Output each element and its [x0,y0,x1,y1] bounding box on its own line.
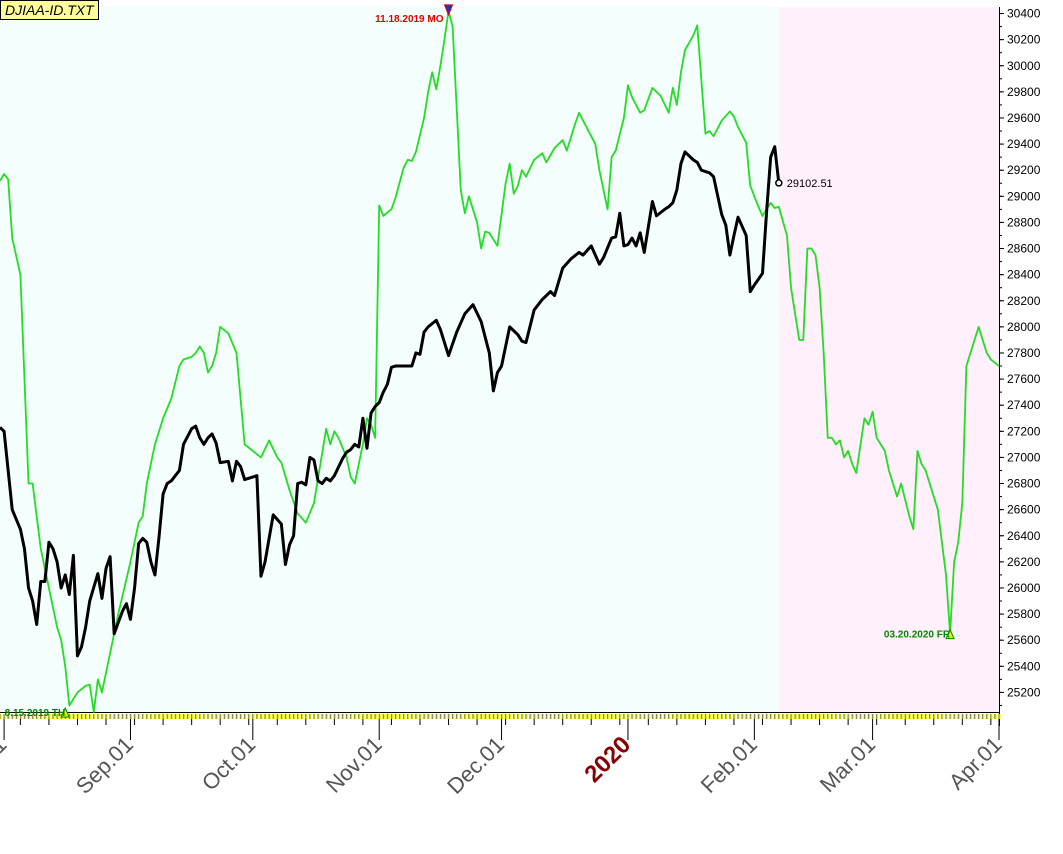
low-marker [60,706,71,718]
y-tick-label: 26200 [1007,555,1041,569]
forecast-line [0,10,1000,713]
x-tick-label: Mar.01 [815,732,880,797]
low-annotation-label: 03.20.2020 FR [884,630,951,641]
top-marker [443,4,454,17]
y-tick-label: 30000 [1007,59,1041,73]
y-tick-label: 29800 [1007,85,1041,99]
y-tick-label: 29000 [1007,189,1041,203]
history-background [0,7,779,712]
y-tick-label: 25400 [1007,659,1041,673]
y-tick-label: 28600 [1007,242,1041,256]
top-annotation-label: 11.18.2019 MO [375,14,444,25]
y-tick-label: 27600 [1007,372,1041,386]
y-tick-label: 26600 [1007,503,1041,517]
y-tick-label: 28800 [1007,215,1041,229]
x-tick-label: Oct.01 [197,732,261,796]
last-value-marker [775,179,783,187]
x-tick-label: Sep.01 [71,732,138,799]
chart-title: DJIAA-ID.TXT [0,0,99,20]
y-tick-label: 29400 [1007,137,1041,151]
y-tick-label: 26800 [1007,477,1041,491]
x-tick-label: Dec.01 [442,732,509,799]
y-tick-label: 27800 [1007,346,1041,360]
y-tick-label: 30400 [1007,7,1041,21]
x-tick-label: Feb.01 [696,732,762,798]
y-tick-label: 28400 [1007,268,1041,282]
y-tick-label: 29200 [1007,163,1041,177]
low-marker [945,628,955,640]
y-tick-label: 27000 [1007,450,1041,464]
x-tick-label: Apr.01 [944,732,1007,795]
x-tick-label: g.01 [0,732,12,780]
y-tick-label: 25600 [1007,633,1041,647]
y-tick-label: 28200 [1007,294,1041,308]
actual-line [0,145,781,658]
y-tick-label: 29600 [1007,111,1041,125]
x-day-tick [0,714,2,719]
y-tick-label: 26000 [1007,581,1041,595]
y-tick-label: 27200 [1007,424,1041,438]
low-annotation-label: 8.15.2019 TH [5,708,66,719]
forecast-background [778,7,999,712]
y-tick-label: 30200 [1007,33,1041,47]
y-tick-label: 28000 [1007,320,1041,334]
y-tick-label: 25800 [1007,607,1041,621]
x-tick-label: Nov.01 [321,732,387,798]
y-tick-label: 25200 [1007,685,1041,699]
y-tick-label: 26400 [1007,529,1041,543]
y-tick-label: 27400 [1007,398,1041,412]
last-value-label: 29102.51 [787,178,833,190]
